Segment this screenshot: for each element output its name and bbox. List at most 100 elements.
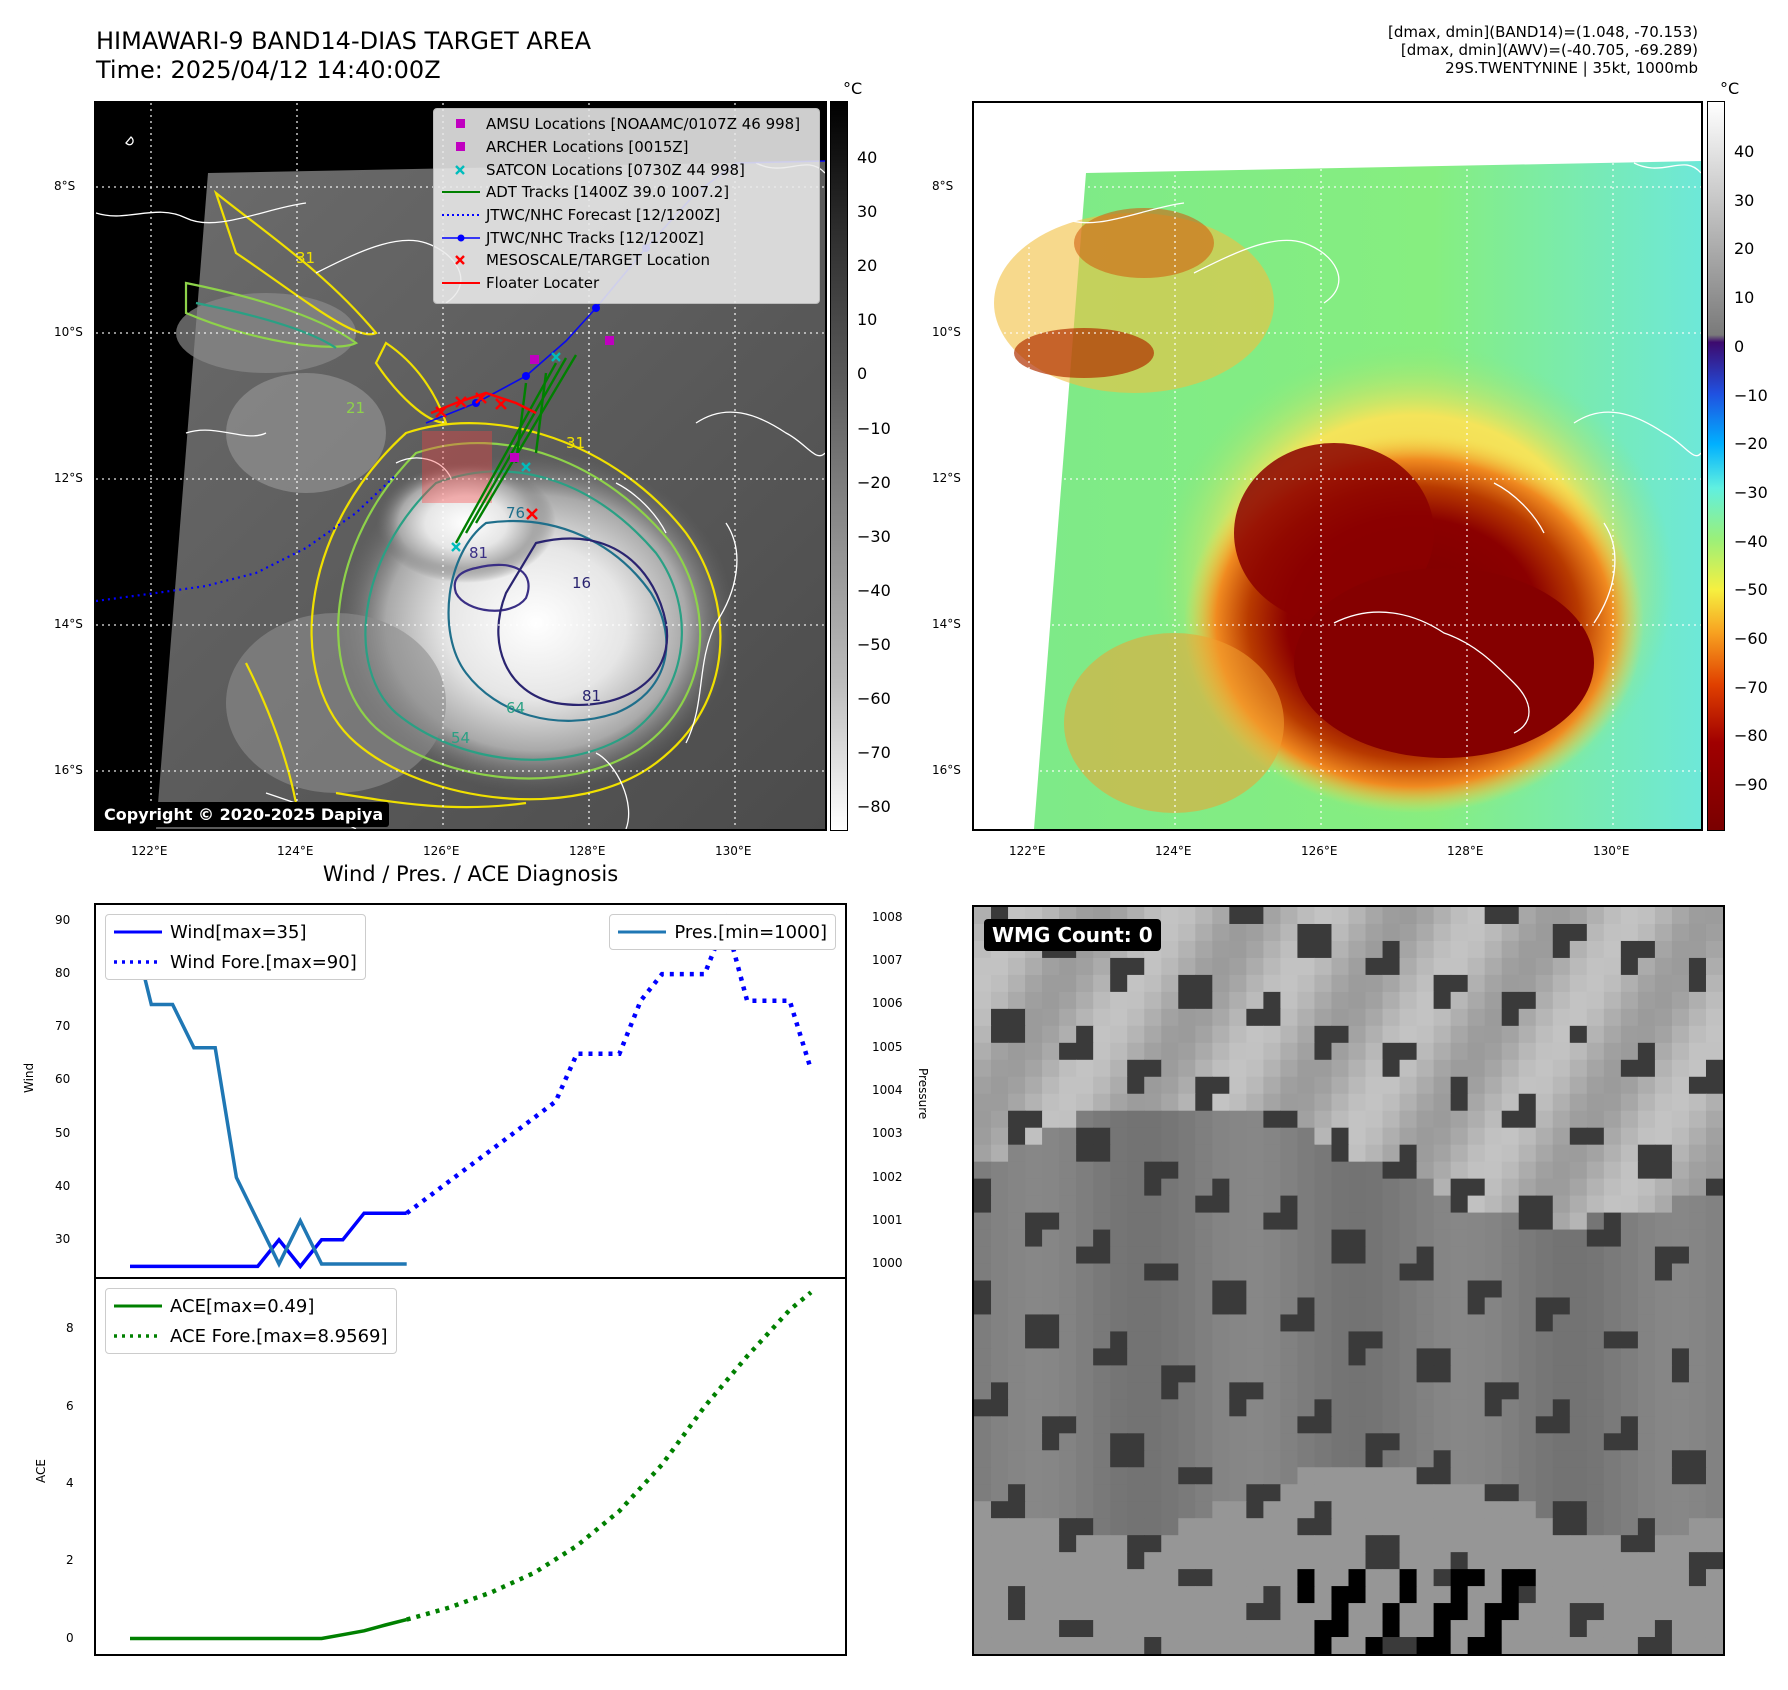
pressure-tick: 1000 <box>872 1256 903 1271</box>
latitude-label: 8°S <box>932 179 954 193</box>
ace-series-line-0 <box>130 1617 408 1641</box>
longitude-label: 130°E <box>715 844 752 858</box>
ace-chart: ACE[max=0.49] ACE Fore.[max=8.9569] <box>94 1277 847 1656</box>
colorbar-tick: −60 <box>857 689 891 708</box>
legend-label: Wind[max=35] <box>170 921 307 943</box>
legend-label: ACE[max=0.49] <box>170 1295 315 1317</box>
pressure-axis-label: Pressure <box>916 1068 930 1120</box>
legend-symbol <box>442 232 480 244</box>
colorbar-tick: −60 <box>1734 629 1768 648</box>
latitude-label: 14°S <box>54 617 83 631</box>
ace-legend: ACE[max=0.49] ACE Fore.[max=8.9569] <box>105 1288 397 1354</box>
colorbar-tick: 30 <box>1734 190 1755 210</box>
ace-tick: 4 <box>66 1475 74 1490</box>
left-colorbar <box>830 101 848 831</box>
pressure-tick: 1005 <box>872 1039 903 1054</box>
wind-legend: Wind[max=35] Wind Fore.[max=90] <box>105 914 366 980</box>
colorbar-tick: 0 <box>1734 336 1745 356</box>
satellite-map-awv <box>972 101 1703 831</box>
legend-entry: Floater Locater <box>442 272 811 295</box>
ace-tick: 6 <box>66 1398 74 1413</box>
legend-label: MESOSCALE/TARGET Location <box>486 251 711 270</box>
contour-label: 16 <box>572 574 591 592</box>
legend-symbol <box>442 118 480 130</box>
series-line-2 <box>128 917 407 1268</box>
legend-label: AMSU Locations [NOAAMC/0107Z 46 998] <box>486 115 801 134</box>
pressure-legend: Pres.[min=1000] <box>609 914 836 950</box>
colorbar-tick: 10 <box>857 310 878 330</box>
legend-entry: Wind[max=35] <box>114 917 357 947</box>
legend-label: ADT Tracks [1400Z 39.0 1007.2] <box>486 183 730 202</box>
wind-tick: 80 <box>55 966 71 981</box>
colorbar-tick: −50 <box>857 634 891 654</box>
contour-label: 76 <box>506 504 525 522</box>
wind-axis-label: Wind <box>22 1062 36 1093</box>
stats-line-1: [dmax, dmin](BAND14)=(1.048, -70.153) <box>1387 23 1698 41</box>
pressure-tick: 1003 <box>872 1126 903 1141</box>
longitude-label: 122°E <box>1009 844 1046 858</box>
colorbar-tick: 20 <box>857 256 878 276</box>
legend-symbol <box>442 209 480 221</box>
legend-label: Floater Locater <box>486 274 600 293</box>
legend-label: JTWC/NHC Forecast [12/1200Z] <box>486 206 721 225</box>
colorbar-tick: −20 <box>1734 434 1768 454</box>
wind-pressure-chart: Wind[max=35] Wind Fore.[max=90] Pres.[mi… <box>94 903 847 1279</box>
latitude-label: 12°S <box>54 471 83 485</box>
series-line-1 <box>405 913 814 1216</box>
latitude-label: 16°S <box>54 763 83 777</box>
ace-tick: 8 <box>66 1321 74 1336</box>
legend-entry: Wind Fore.[max=90] <box>114 947 357 977</box>
stats-block: [dmax, dmin](BAND14)=(1.048, -70.153) [d… <box>1388 23 1698 77</box>
longitude-label: 126°E <box>423 844 460 858</box>
colorbar-tick: −10 <box>857 418 891 438</box>
legend-entry: ADT Tracks [1400Z 39.0 1007.2] <box>442 181 811 204</box>
longitude-label: 128°E <box>1447 844 1484 858</box>
legend-symbol <box>442 186 480 198</box>
legend-label: JTWC/NHC Tracks [12/1200Z] <box>486 228 704 247</box>
legend-entry: SATCON Locations [0730Z 44 998] <box>442 158 811 181</box>
wind-tick: 70 <box>55 1019 71 1034</box>
latitude-label: 8°S <box>54 179 76 193</box>
right-colorbar <box>1707 101 1725 831</box>
colorbar-tick: −40 <box>1734 531 1768 551</box>
legend-entry: ACE Fore.[max=8.9569] <box>114 1321 388 1351</box>
contour-label: 81 <box>469 544 488 562</box>
legend-entry: MESOSCALE/TARGET Location <box>442 249 811 272</box>
pressure-tick: 1007 <box>872 953 903 968</box>
colorbar-tick: 40 <box>857 148 878 167</box>
colorbar-tick: −40 <box>857 580 891 600</box>
legend-label: Pres.[min=1000] <box>674 921 827 943</box>
left-colorbar-unit: °C <box>843 79 863 98</box>
latitude-label: 14°S <box>932 617 961 631</box>
legend-entry: AMSU Locations [NOAAMC/0107Z 46 998] <box>442 113 811 136</box>
ace-tick: 0 <box>66 1630 74 1645</box>
legend-label: SATCON Locations [0730Z 44 998] <box>486 160 745 179</box>
colorbar-tick: 20 <box>1734 239 1755 259</box>
legend-symbol <box>442 254 480 266</box>
contour-label: 31 <box>296 249 315 267</box>
latitude-label: 16°S <box>932 763 961 777</box>
longitude-label: 130°E <box>1593 844 1630 858</box>
pressure-tick: 1001 <box>872 1212 903 1227</box>
colorbar-tick: −30 <box>1734 482 1768 502</box>
title-line-1: HIMAWARI-9 BAND14-DIAS TARGET AREA <box>96 27 592 55</box>
colorbar-tick: 40 <box>1734 142 1755 161</box>
wind-tick: 50 <box>55 1125 71 1140</box>
colorbar-tick: 10 <box>1734 288 1755 308</box>
colorbar-tick: −30 <box>857 526 891 546</box>
ace-series-line-1 <box>406 1290 813 1622</box>
series-line-0 <box>130 1211 407 1270</box>
pressure-tick: 1002 <box>872 1169 903 1184</box>
colorbar-tick: −90 <box>1734 775 1768 795</box>
legend-entry: ACE[max=0.49] <box>114 1291 388 1321</box>
ace-axis-label: ACE <box>34 1459 48 1483</box>
latitude-label: 10°S <box>54 325 83 339</box>
colorbar-tick: −80 <box>857 797 891 817</box>
copyright-label: Copyright © 2020-2025 Dapiya <box>98 802 390 827</box>
colorbar-tick: −70 <box>1734 677 1768 697</box>
legend-symbol <box>442 277 480 289</box>
legend-symbol <box>442 141 480 153</box>
colorbar-tick: 0 <box>857 364 868 384</box>
wind-tick: 40 <box>55 1178 71 1193</box>
colorbar-tick: −70 <box>857 743 891 763</box>
